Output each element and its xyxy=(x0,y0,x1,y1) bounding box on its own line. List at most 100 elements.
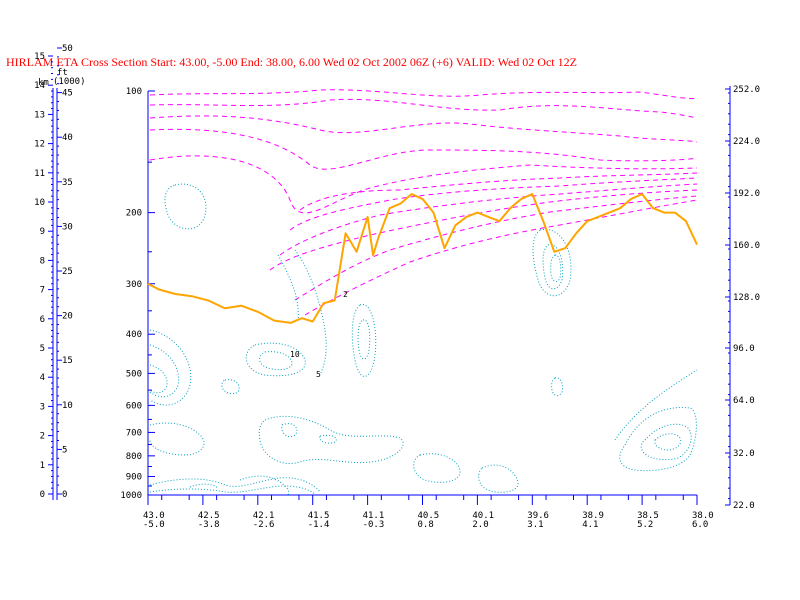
turbulence-contour xyxy=(149,344,180,398)
turbulence-contour xyxy=(277,254,299,321)
x-tick-lat-label: 38.0 xyxy=(692,511,714,521)
turbulence-contour xyxy=(239,475,290,496)
turbulence-contour xyxy=(149,477,321,493)
x-tick-lon-label: 0.8 xyxy=(418,520,434,530)
pressure-tick-label: 1000 xyxy=(120,491,142,501)
turbulence-contour xyxy=(221,379,240,395)
pressure-tick-label: 400 xyxy=(126,330,142,340)
km-tick-label: 15 xyxy=(34,52,45,62)
chart-title: HIRLAM ETA Cross Section Start: 43.00, -… xyxy=(6,55,577,69)
x-tick-lat-label: 39.6 xyxy=(527,511,549,521)
turbulence-contour xyxy=(551,377,563,397)
turbulence-contour xyxy=(619,406,697,472)
ft-tick-label: 45 xyxy=(62,89,73,99)
turbulence-contour xyxy=(319,434,337,444)
km-tick-label: 0 xyxy=(40,490,45,500)
right-tick-label: 128.0 xyxy=(733,293,760,303)
km-tick-label: 7 xyxy=(40,286,45,296)
ft-tick-label: 20 xyxy=(62,312,73,322)
contour-label: 5 xyxy=(316,370,321,379)
x-tick-lat-label: 42.1 xyxy=(253,511,275,521)
x-tick-lat-label: 40.1 xyxy=(472,511,494,521)
x-tick-lon-label: 4.1 xyxy=(582,520,598,530)
left-ft-axis-unit: (1000) xyxy=(53,77,86,87)
km-tick-label: 11 xyxy=(34,169,45,179)
x-tick-lat-label: 41.5 xyxy=(308,511,330,521)
right-tick-label: 64.0 xyxy=(733,396,755,406)
wind-contour xyxy=(289,177,698,231)
x-tick-lon-label: -5.0 xyxy=(143,520,165,530)
right-tick-label: 224.0 xyxy=(733,137,760,147)
turbulence-contour xyxy=(149,485,316,495)
turbulence-contour xyxy=(258,415,404,464)
x-tick-lat-label: 41.1 xyxy=(363,511,385,521)
pressure-tick-label: 100 xyxy=(126,87,142,97)
right-tick-label: 192.0 xyxy=(733,189,760,199)
pressure-tick-label: 700 xyxy=(126,428,142,438)
x-tick-lat-label: 40.5 xyxy=(418,511,440,521)
wind-contour xyxy=(149,155,698,214)
x-tick-lat-label: 42.5 xyxy=(198,511,220,521)
wind-contour xyxy=(149,89,698,99)
turbulence-contour xyxy=(259,351,293,371)
km-tick-label: 5 xyxy=(40,344,45,354)
pressure-tick-label: 200 xyxy=(126,209,142,219)
km-tick-label: 4 xyxy=(40,373,45,383)
contour-layer: 2 10 5 xyxy=(149,89,698,496)
right-tick-label: 96.0 xyxy=(733,344,755,354)
wind-contour xyxy=(294,195,698,301)
left-ft-axis-label: ft xyxy=(57,68,68,78)
km-tick-label: 9 xyxy=(40,227,45,237)
turbulence-contour xyxy=(654,433,682,451)
x-tick-lon-label: -0.3 xyxy=(363,520,385,530)
wind-contour xyxy=(304,199,698,316)
turbulence-contour xyxy=(149,364,168,394)
km-tick-label: 12 xyxy=(34,140,45,150)
turbulence-contour xyxy=(640,423,692,461)
turbulence-contour xyxy=(149,329,192,406)
turbulence-contour xyxy=(532,228,572,297)
ft-tick-label: 40 xyxy=(62,133,73,143)
ft-tick-label: 35 xyxy=(62,178,73,188)
x-tick-lat-label: 38.9 xyxy=(582,511,604,521)
wind-contour xyxy=(149,115,698,143)
x-tick-lon-label: 6.0 xyxy=(692,520,708,530)
km-tick-label: 8 xyxy=(40,256,45,266)
x-tick-lon-label: -2.6 xyxy=(253,520,275,530)
turbulence-contour xyxy=(149,422,205,456)
ft-tick-label: 10 xyxy=(62,401,73,411)
contour-label: 2 xyxy=(343,290,348,299)
contour-label: 10 xyxy=(290,350,300,359)
ft-tick-label: 30 xyxy=(62,222,73,232)
km-tick-label: 10 xyxy=(34,198,45,208)
right-tick-label: 22.0 xyxy=(733,501,755,511)
series-layer xyxy=(147,193,698,324)
ft-tick-label: 0 xyxy=(62,490,67,500)
wind-contour xyxy=(279,183,698,256)
turbulence-contour xyxy=(357,319,371,360)
x-tick-lon-label: 2.0 xyxy=(472,520,488,530)
pressure-tick-label: 900 xyxy=(126,473,142,483)
tropopause-line xyxy=(147,193,698,324)
x-tick-lon-label: 5.2 xyxy=(637,520,653,530)
turbulence-contour xyxy=(542,244,564,290)
left-km-axis-label: km xyxy=(38,78,49,88)
right-tick-label: 252.0 xyxy=(733,85,760,95)
ft-tick-label: 25 xyxy=(62,267,73,277)
wind-contour xyxy=(149,98,698,119)
turbulence-contour xyxy=(245,342,306,377)
ft-tick-label: 5 xyxy=(62,445,67,455)
x-tick-lon-label: -3.8 xyxy=(198,520,220,530)
right-tick-label: 32.0 xyxy=(733,449,755,459)
wind-contour xyxy=(299,172,698,211)
km-tick-label: 14 xyxy=(34,81,45,91)
axes-layer: 1002003004005006007008009001000012345678… xyxy=(34,44,760,530)
turbulence-contour xyxy=(294,249,327,376)
turbulence-contour xyxy=(189,483,219,489)
pressure-tick-label: 800 xyxy=(126,452,142,462)
x-tick-lon-label: -1.4 xyxy=(308,520,330,530)
km-tick-label: 13 xyxy=(34,110,45,120)
x-tick-lon-label: 3.1 xyxy=(527,520,543,530)
km-tick-label: 6 xyxy=(40,315,45,325)
